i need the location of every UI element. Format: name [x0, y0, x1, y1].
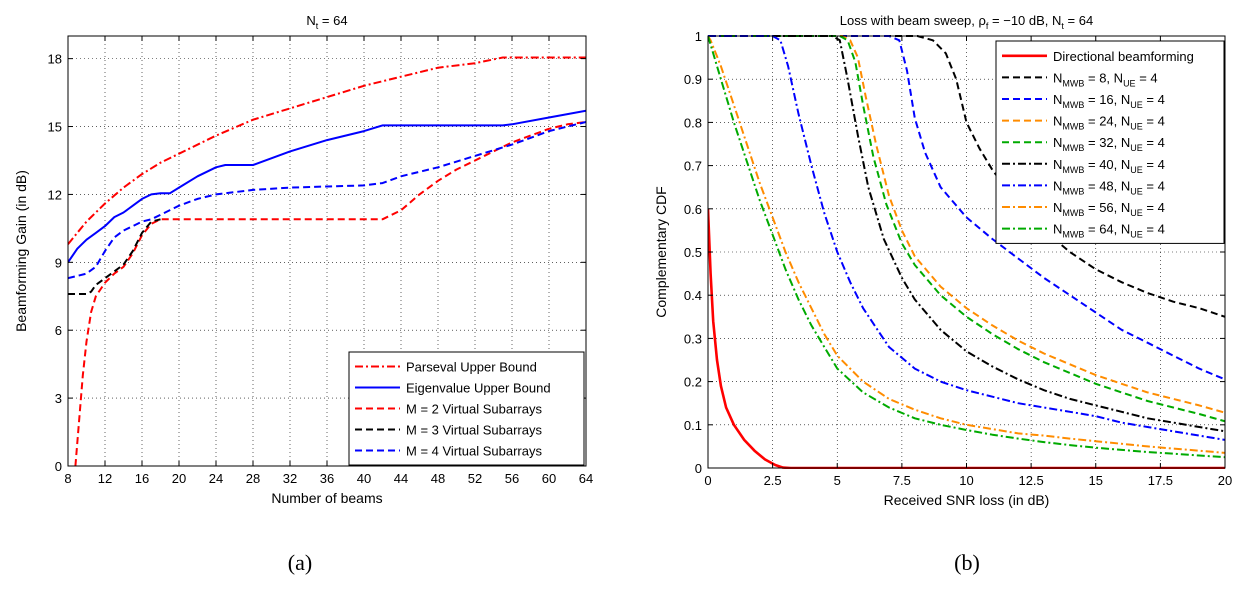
chart-a-x-tick-label: 12 — [98, 471, 112, 486]
chart-a-title-rest: = 64 — [318, 13, 347, 28]
chart-b-legend-label-5: NMWB = 32, NUE = 4 — [1053, 135, 1165, 153]
chart-b-y-tick-label: 0.2 — [684, 375, 702, 390]
chart-b-y-tick-label: 0.3 — [684, 331, 702, 346]
chart-b-series-line-4 — [708, 35, 1225, 414]
chart-a-y-tick-label: 12 — [48, 187, 62, 202]
chart-b-x-tick-label: 17.5 — [1148, 473, 1173, 488]
chart-b-x-tick-label: 20 — [1218, 473, 1232, 488]
chart-b-y-tick-label: 1 — [695, 29, 702, 44]
chart-a-series-line-4 — [68, 218, 161, 295]
chart-b-title-part-c: = 64 — [1064, 13, 1093, 28]
chart-a-series-line-5 — [68, 121, 586, 280]
chart-b-y-tick-label: 0.5 — [684, 245, 702, 260]
chart-b-y-tick-label: 0.1 — [684, 418, 702, 433]
chart-b-legend-label-9: NMWB = 64, NUE = 4 — [1053, 222, 1165, 240]
chart-a-x-tick-label: 20 — [172, 471, 186, 486]
caption-b: (b) — [954, 550, 980, 575]
chart-b-series-line-3 — [708, 35, 1225, 381]
chart-a-x-tick-label: 44 — [394, 471, 408, 486]
chart-a-x-axis-label: Number of beams — [271, 490, 382, 506]
chart-b-legend-label-7: NMWB = 48, NUE = 4 — [1053, 178, 1165, 196]
chart-a-y-tick-label: 0 — [55, 459, 62, 474]
chart-b-legend-box — [995, 40, 1225, 244]
chart-a-legend: Parseval Upper Bound Eigenvalue Upper Bou… — [348, 351, 585, 466]
chart-a-x-tick-label: 60 — [542, 471, 556, 486]
chart-b-x-tick-label: 12.5 — [1018, 473, 1043, 488]
chart-b-series-line-6 — [708, 35, 1225, 433]
chart-b-legend-label-2: NMWB = 8, NUE = 4 — [1053, 70, 1158, 88]
chart-a-legend-label-2: Eigenvalue Upper Bound — [406, 381, 551, 396]
chart-a-title-main: N — [306, 13, 315, 28]
chart-b-y-tick-label: 0.7 — [684, 159, 702, 174]
chart-b-y-tick-label: 0.4 — [684, 288, 702, 303]
chart-a-title: Nt = 64 — [306, 13, 347, 31]
chart-b-legend: Directional beamforming NMWB = 8, NUE = 4… — [995, 40, 1225, 244]
chart-a-x-tick-label: 56 — [505, 471, 519, 486]
chart-a-series-group — [68, 56, 586, 467]
chart-b-ticks: 0 2.5 5 7.5 10 12.5 15 17.5 20 0 0.1 0.2 0.3 0.4 0.5 0.… — [684, 29, 1232, 488]
chart-b-legend-label-1: Directional beamforming — [1053, 49, 1194, 64]
chart-b-legend-label-6: NMWB = 40, NUE = 4 — [1053, 157, 1165, 175]
chart-b-series-line-1 — [708, 208, 1225, 469]
chart-a-x-tick-label: 52 — [468, 471, 482, 486]
chart-b-x-tick-label: 0 — [704, 473, 711, 488]
chart-a-x-tick-label: 48 — [431, 471, 445, 486]
chart-b: 0 2.5 5 7.5 10 12.5 15 17.5 20 0 0.1 0.2 0.3 0.4 0.5 0.… — [653, 13, 1232, 508]
chart-b-x-tick-label: 2.5 — [764, 473, 782, 488]
chart-b-legend-label-8: NMWB = 56, NUE = 4 — [1053, 200, 1165, 218]
chart-b-y-axis-label: Complementary CDF — [653, 186, 669, 317]
chart-a-x-tick-label: 32 — [283, 471, 297, 486]
chart-b-title-part-a: Loss with beam sweep, ρ — [840, 13, 986, 28]
chart-b-title-sub-t: t — [1061, 21, 1064, 31]
chart-a-x-tick-label: 24 — [209, 471, 223, 486]
chart-b-legend-label-4: NMWB = 24, NUE = 4 — [1053, 114, 1165, 132]
chart-a-x-tick-label: 36 — [320, 471, 334, 486]
chart-a-legend-label-4: M = 3 Virtual Subarrays — [406, 423, 542, 438]
chart-a-x-tick-label: 40 — [357, 471, 371, 486]
caption-a: (a) — [288, 550, 312, 575]
chart-b-y-tick-label: 0.6 — [684, 202, 702, 217]
chart-a-x-tick-label: 8 — [64, 471, 71, 486]
chart-a-x-tick-label: 16 — [135, 471, 149, 486]
chart-a-y-tick-label: 9 — [55, 255, 62, 270]
chart-b-x-tick-label: 15 — [1089, 473, 1103, 488]
chart-b-x-tick-label: 10 — [959, 473, 973, 488]
chart-b-y-tick-label: 0.9 — [684, 72, 702, 87]
chart-a: 8 12 16 20 24 28 32 36 40 44 48 52 56 60 640369121518 … — [13, 13, 593, 506]
chart-a-series-line-3 — [74, 121, 586, 467]
chart-b-x-tick-label: 5 — [834, 473, 841, 488]
chart-b-title-part-b: = −10 dB, N — [988, 13, 1061, 28]
chart-a-y-tick-label: 6 — [55, 323, 62, 338]
chart-b-series-line-5 — [708, 35, 1225, 423]
chart-a-legend-label-1: Parseval Upper Bound — [406, 360, 537, 375]
chart-a-title-sub: t — [316, 21, 319, 31]
chart-b-x-axis-label: Received SNR loss (in dB) — [884, 492, 1050, 508]
chart-a-y-tick-label: 18 — [48, 52, 62, 67]
chart-b-title-sub-f: f — [986, 21, 989, 31]
chart-b-legend-label-3: NMWB = 16, NUE = 4 — [1053, 92, 1165, 110]
chart-b-title: Loss with beam sweep, ρf = −10 dB, Nt = … — [840, 13, 1093, 31]
chart-a-legend-label-5: M = 4 Virtual Subarrays — [406, 444, 542, 459]
chart-a-y-tick-label: 15 — [48, 120, 62, 135]
chart-b-series-line-8 — [708, 35, 1225, 454]
chart-a-x-tick-label: 28 — [246, 471, 260, 486]
chart-b-series-line-7 — [708, 35, 1225, 441]
chart-a-legend-label-3: M = 2 Virtual Subarrays — [406, 402, 542, 417]
chart-a-x-tick-label: 64 — [579, 471, 593, 486]
chart-b-series-line-9 — [708, 35, 1225, 459]
chart-a-y-axis-label: Beamforming Gain (in dB) — [13, 170, 29, 332]
chart-b-x-tick-label: 7.5 — [893, 473, 911, 488]
chart-a-series-line-2 — [68, 109, 586, 263]
chart-a-y-tick-label: 3 — [55, 391, 62, 406]
chart-b-y-tick-label: 0.8 — [684, 115, 702, 130]
chart-b-y-tick-label: 0 — [695, 461, 702, 476]
chart-a-series-line-1 — [68, 56, 586, 245]
